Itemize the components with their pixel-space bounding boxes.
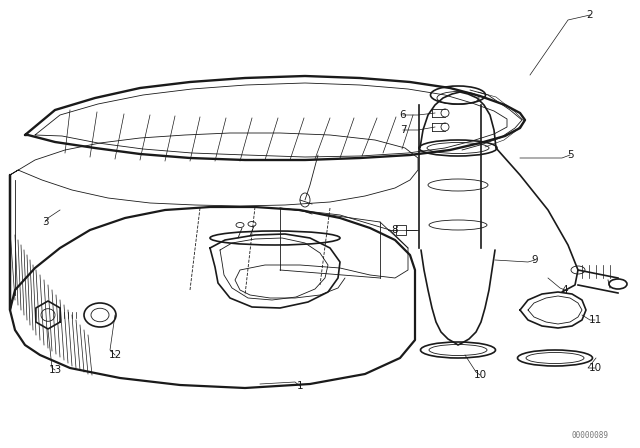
Text: 6: 6 bbox=[400, 110, 406, 120]
Text: 3: 3 bbox=[42, 217, 48, 227]
Text: 11: 11 bbox=[588, 315, 602, 325]
Text: 10: 10 bbox=[474, 370, 486, 380]
Text: 10: 10 bbox=[588, 363, 602, 373]
Text: 1: 1 bbox=[297, 381, 303, 391]
Text: 5: 5 bbox=[566, 150, 573, 160]
Text: 12: 12 bbox=[108, 350, 122, 360]
Text: 00000089: 00000089 bbox=[572, 431, 609, 439]
Text: 8: 8 bbox=[392, 225, 398, 235]
Text: 4: 4 bbox=[562, 285, 568, 295]
Text: 2: 2 bbox=[587, 10, 593, 20]
Text: 13: 13 bbox=[49, 365, 61, 375]
Text: 7: 7 bbox=[400, 125, 406, 135]
Text: 9: 9 bbox=[532, 255, 538, 265]
